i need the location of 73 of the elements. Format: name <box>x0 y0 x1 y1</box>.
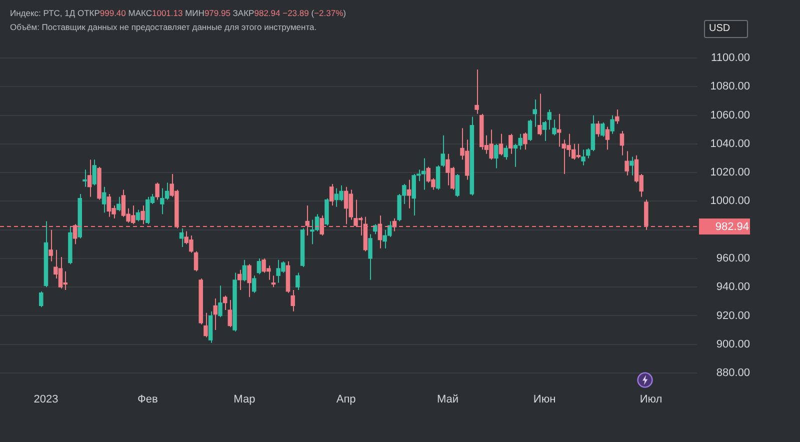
candlestick <box>116 196 121 212</box>
y-tick-label: 1080.00 <box>710 80 750 93</box>
y-tick-label: 1040.00 <box>710 138 750 150</box>
candlestick <box>228 299 232 328</box>
candlestick <box>581 149 586 166</box>
candlestick <box>542 120 547 142</box>
candlestick <box>547 109 552 130</box>
x-tick-label: Апр <box>336 394 356 406</box>
candlestick <box>237 269 242 290</box>
candlestick <box>508 133 513 154</box>
candlestick <box>528 119 532 142</box>
candlestick <box>556 113 562 148</box>
y-tick-label: 900.00 <box>716 338 750 350</box>
candlestick <box>92 159 97 186</box>
candlestick <box>615 109 620 124</box>
candlestick <box>610 114 614 134</box>
x-tick-label: Мар <box>234 394 256 406</box>
candlestick <box>523 132 528 150</box>
candlestick <box>194 250 198 272</box>
candlestick <box>372 224 378 235</box>
candlestick <box>498 133 504 156</box>
candlestick <box>290 289 295 312</box>
y-tick-label: 920.00 <box>716 310 750 322</box>
candlestick <box>455 173 460 198</box>
candlestick <box>213 298 218 331</box>
candlestick <box>624 150 629 176</box>
candlestick <box>82 169 87 188</box>
y-tick-label: 940.00 <box>716 281 750 294</box>
candlestick <box>494 143 498 169</box>
candlestick <box>140 204 145 225</box>
candlestick <box>242 259 247 282</box>
candlestick <box>296 272 300 290</box>
candlestick <box>136 209 140 222</box>
text: Объём: Поставщик данных не предоставляет данные для этого инструмента. <box>10 22 317 32</box>
candlestick <box>218 285 222 318</box>
y-tick-label: 1000.00 <box>710 195 750 208</box>
x-tick-label: 2023 <box>34 394 58 406</box>
candlestick <box>630 156 634 176</box>
candlestick <box>252 275 256 294</box>
candlestick <box>48 229 53 262</box>
y-tick-label: 1060.00 <box>710 109 750 122</box>
candlestick <box>329 184 334 206</box>
candlestick <box>204 312 208 338</box>
y-tick-label: 1100.00 <box>711 52 750 64</box>
x-tick-label: Июл <box>640 394 662 406</box>
candlestick <box>247 264 252 298</box>
candlestick <box>600 122 605 138</box>
candlestick <box>538 93 542 136</box>
x-tick-label: Фев <box>137 394 158 406</box>
candlestick <box>39 290 44 308</box>
candlestick <box>155 182 160 200</box>
candlestick <box>474 68 479 114</box>
candlestick <box>596 120 600 138</box>
ref-line-label: 982.94 <box>715 221 749 234</box>
y-tick-label: 960.00 <box>716 252 750 264</box>
candlestick <box>440 134 446 168</box>
candlestick <box>436 164 440 190</box>
candlestick <box>620 130 624 156</box>
currency-button[interactable]: USD <box>704 20 748 38</box>
candlestick <box>552 119 556 136</box>
candlestick <box>532 99 537 128</box>
candlestick <box>256 258 262 275</box>
candlestick <box>87 159 92 198</box>
candlestick <box>102 186 106 214</box>
candlestick <box>605 126 610 150</box>
y-tick-label: 1020.00 <box>710 166 750 179</box>
x-tick-label: Май <box>436 394 459 406</box>
candlestick <box>406 179 412 209</box>
chart-title: Индекс: РТС, 1Д ОТКР999.40 МАКС1001.13 МИН979.95 ЗАКР982.94 −23.89 (−2.37%) <box>10 8 346 18</box>
candlestick <box>504 144 508 160</box>
candlestick <box>368 234 372 280</box>
x-tick-label: Июн <box>533 394 556 406</box>
y-tick-label: 880.00 <box>716 367 750 380</box>
